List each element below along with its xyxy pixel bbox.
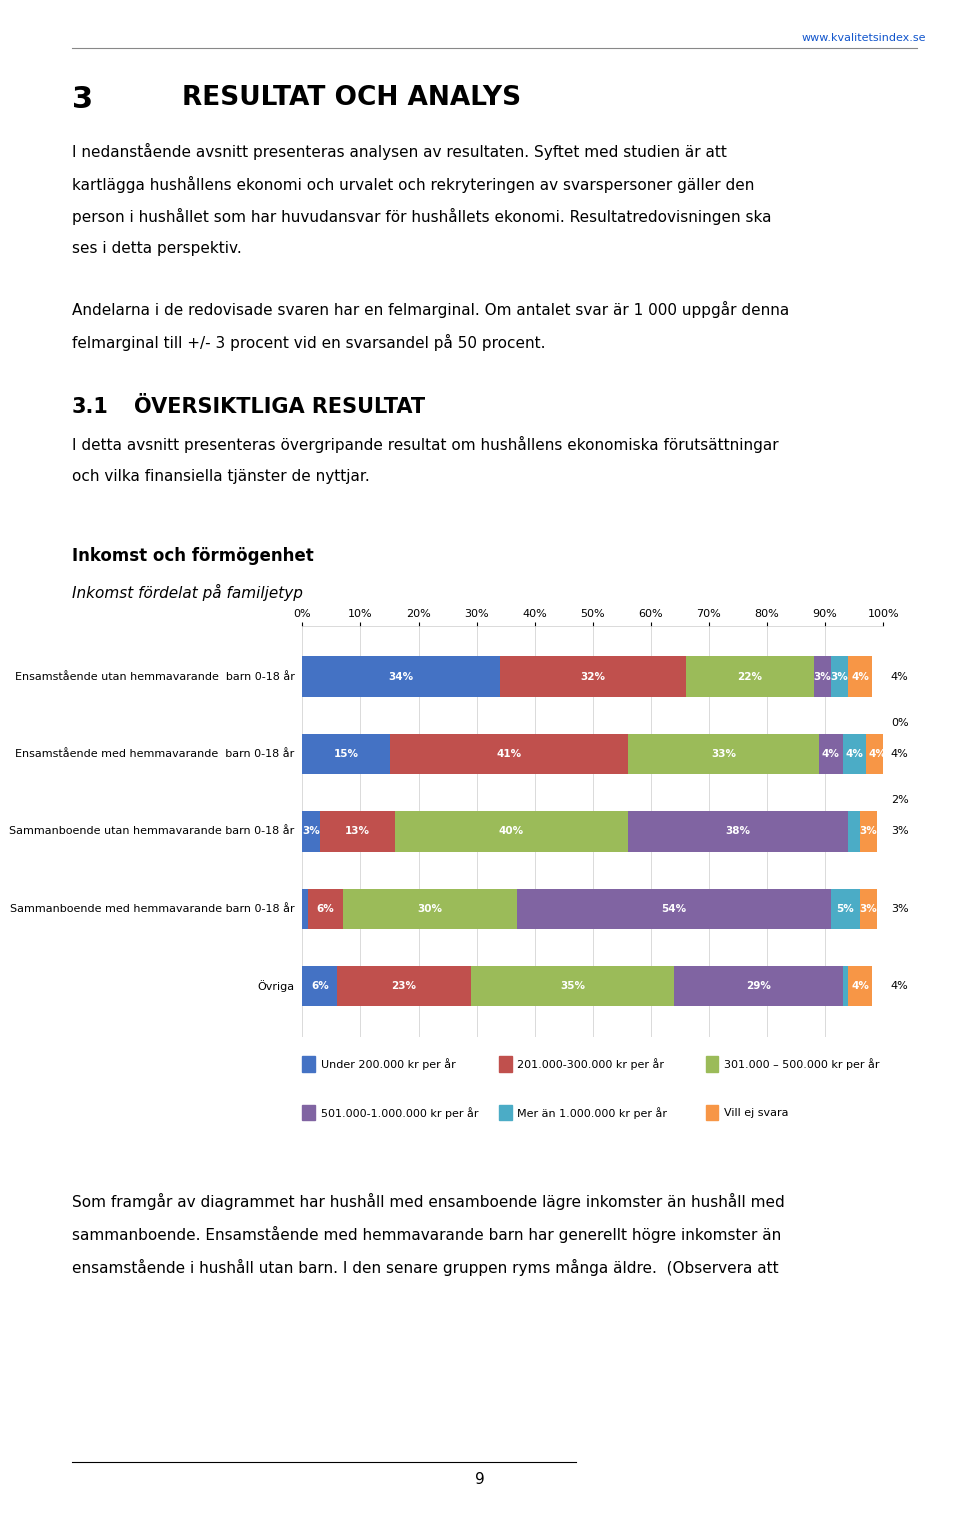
Bar: [849, 812, 860, 851]
Text: sammanboende. Ensamstående med hemmavarande barn har generellt högre inkomster ä: sammanboende. Ensamstående med hemmavara…: [72, 1227, 781, 1243]
Text: 40%: 40%: [499, 827, 524, 836]
Text: 6%: 6%: [317, 904, 334, 914]
Text: 3: 3: [72, 85, 93, 114]
Text: 3.1: 3.1: [72, 397, 108, 416]
Bar: [390, 734, 628, 774]
Bar: [849, 967, 872, 1006]
Text: ensamstående i hushåll utan barn. I den senare gruppen ryms många äldre.  (Obser: ensamstående i hushåll utan barn. I den …: [72, 1259, 779, 1275]
Bar: [500, 657, 685, 696]
Bar: [308, 889, 343, 929]
Text: 34%: 34%: [389, 672, 414, 681]
Text: 41%: 41%: [496, 749, 521, 758]
Text: RESULTAT OCH ANALYS: RESULTAT OCH ANALYS: [182, 85, 521, 111]
Text: 4%: 4%: [891, 982, 908, 991]
Text: Inkomst och förmögenhet: Inkomst och förmögenhet: [72, 547, 314, 565]
Text: och vilka finansiella tjänster de nyttjar.: och vilka finansiella tjänster de nyttja…: [72, 470, 370, 483]
Text: 4%: 4%: [851, 982, 869, 991]
Text: 3%: 3%: [302, 827, 320, 836]
Text: 4%: 4%: [869, 749, 886, 758]
Text: 3%: 3%: [860, 904, 877, 914]
Text: 33%: 33%: [711, 749, 736, 758]
Text: 4%: 4%: [891, 749, 908, 758]
Bar: [866, 734, 889, 774]
Text: 35%: 35%: [560, 982, 585, 991]
Text: Ensamstående utan hemmavarande  barn 0-18 år: Ensamstående utan hemmavarande barn 0-18…: [14, 672, 295, 681]
Bar: [343, 889, 517, 929]
Bar: [860, 889, 877, 929]
Text: 3%: 3%: [830, 672, 849, 681]
Text: Sammanboende med hemmavarande barn 0-18 år: Sammanboende med hemmavarande barn 0-18 …: [11, 904, 295, 914]
Text: Andelarna i de redovisade svaren har en felmarginal. Om antalet svar är 1 000 up: Andelarna i de redovisade svaren har en …: [72, 301, 789, 318]
Text: ÖVERSIKTLIGA RESULTAT: ÖVERSIKTLIGA RESULTAT: [134, 397, 425, 416]
Bar: [685, 657, 813, 696]
Text: 54%: 54%: [661, 904, 686, 914]
Bar: [843, 734, 866, 774]
Bar: [860, 812, 877, 851]
Bar: [849, 657, 872, 696]
Text: 29%: 29%: [746, 982, 771, 991]
Bar: [302, 889, 308, 929]
Bar: [517, 889, 831, 929]
Text: 30%: 30%: [418, 904, 443, 914]
Bar: [628, 734, 819, 774]
Text: 501.000-1.000.000 kr per år: 501.000-1.000.000 kr per år: [321, 1107, 478, 1119]
Bar: [831, 889, 860, 929]
Text: 5%: 5%: [836, 904, 854, 914]
Text: person i hushållet som har huvudansvar för hushållets ekonomi. Resultatredovisni: person i hushållet som har huvudansvar f…: [72, 208, 772, 225]
Text: 32%: 32%: [580, 672, 606, 681]
Text: 22%: 22%: [737, 672, 762, 681]
Bar: [302, 734, 390, 774]
Text: 9: 9: [475, 1471, 485, 1487]
Text: 13%: 13%: [345, 827, 370, 836]
Text: felmarginal till +/- 3 procent vid en svarsandel på 50 procent.: felmarginal till +/- 3 procent vid en sv…: [72, 333, 545, 351]
Text: Som framgår av diagrammet har hushåll med ensamboende lägre inkomster än hushåll: Som framgår av diagrammet har hushåll me…: [72, 1193, 784, 1210]
Text: Inkomst fördelat på familjetyp: Inkomst fördelat på familjetyp: [72, 584, 302, 600]
Text: Mer än 1.000.000 kr per år: Mer än 1.000.000 kr per år: [517, 1107, 667, 1119]
Bar: [302, 967, 337, 1006]
Bar: [337, 967, 470, 1006]
Bar: [831, 657, 849, 696]
Text: 2%: 2%: [891, 795, 908, 806]
Bar: [628, 812, 849, 851]
Bar: [813, 657, 831, 696]
Bar: [674, 967, 843, 1006]
Text: 0%: 0%: [891, 717, 908, 728]
Text: 201.000-300.000 kr per år: 201.000-300.000 kr per år: [517, 1058, 664, 1070]
Text: 4%: 4%: [845, 749, 863, 758]
Bar: [302, 812, 320, 851]
Text: 4%: 4%: [822, 749, 840, 758]
Text: 3%: 3%: [891, 827, 908, 836]
Text: Sammanboende utan hemmavarande barn 0-18 år: Sammanboende utan hemmavarande barn 0-18…: [10, 827, 295, 836]
Text: 15%: 15%: [333, 749, 358, 758]
Bar: [843, 967, 849, 1006]
Text: ses i detta perspektiv.: ses i detta perspektiv.: [72, 242, 242, 255]
Text: 3%: 3%: [891, 904, 908, 914]
Text: I detta avsnitt presenteras övergripande resultat om hushållens ekonomiska förut: I detta avsnitt presenteras övergripande…: [72, 436, 779, 453]
Text: Under 200.000 kr per år: Under 200.000 kr per år: [321, 1058, 455, 1070]
Text: 23%: 23%: [392, 982, 417, 991]
Bar: [320, 812, 396, 851]
Text: 3%: 3%: [813, 672, 831, 681]
Bar: [470, 967, 674, 1006]
Text: I nedanstående avsnitt presenteras analysen av resultaten. Syftet med studien är: I nedanstående avsnitt presenteras analy…: [72, 143, 727, 160]
Text: www.kvalitetsindex.se: www.kvalitetsindex.se: [802, 32, 926, 43]
Text: Ensamstående med hemmavarande  barn 0-18 år: Ensamstående med hemmavarande barn 0-18 …: [15, 749, 295, 758]
Text: 4%: 4%: [891, 672, 908, 681]
Bar: [819, 734, 843, 774]
Bar: [302, 657, 500, 696]
Text: 301.000 – 500.000 kr per år: 301.000 – 500.000 kr per år: [724, 1058, 879, 1070]
Text: Övriga: Övriga: [257, 980, 295, 993]
Text: 6%: 6%: [311, 982, 328, 991]
Text: Vill ej svara: Vill ej svara: [724, 1108, 788, 1117]
Text: kartlägga hushållens ekonomi och urvalet och rekryteringen av svarspersoner gäll: kartlägga hushållens ekonomi och urvalet…: [72, 175, 755, 193]
Bar: [396, 812, 628, 851]
Text: 4%: 4%: [851, 672, 869, 681]
Text: 3%: 3%: [860, 827, 877, 836]
Text: 38%: 38%: [726, 827, 751, 836]
